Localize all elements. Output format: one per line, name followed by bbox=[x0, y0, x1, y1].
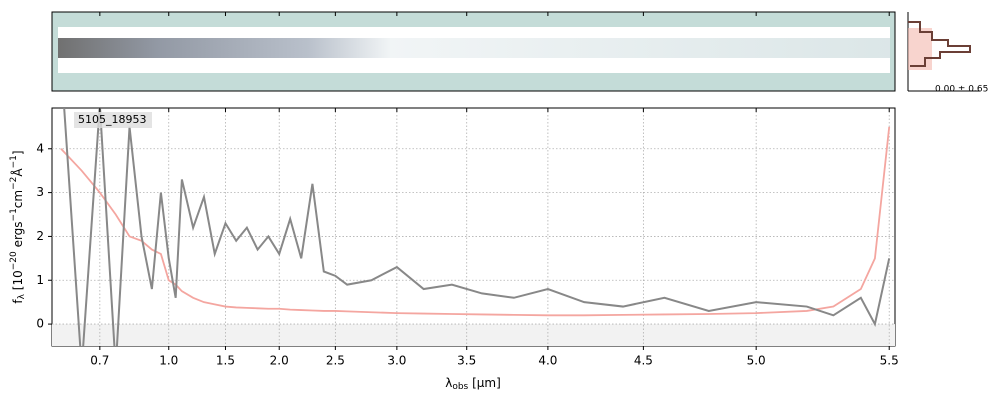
x-tick-label: 2.0 bbox=[270, 354, 289, 368]
plot-area bbox=[52, 108, 895, 346]
below-zero-band bbox=[52, 324, 895, 346]
x-tick-label: 3.5 bbox=[457, 354, 476, 368]
x-tick-label: 1.0 bbox=[159, 354, 178, 368]
spectrum-2d bbox=[51, 11, 896, 92]
trace bbox=[58, 38, 890, 58]
x-tick-label: 0.7 bbox=[90, 354, 109, 368]
label-bg bbox=[74, 112, 152, 128]
x-axis-label: λobs [μm] bbox=[445, 376, 501, 392]
x-tick-label: 4.5 bbox=[634, 354, 653, 368]
series-line bbox=[60, 126, 891, 317]
object-label: 5105_18953 bbox=[78, 113, 147, 126]
x-tick-label: 4.0 bbox=[538, 354, 557, 368]
y-tick-label: 1 bbox=[36, 273, 44, 287]
y-tick-label: 3 bbox=[36, 185, 44, 199]
x-tick-label: 5.5 bbox=[880, 354, 899, 368]
y-tick-label: 4 bbox=[36, 141, 44, 155]
histogram-panel: 0.00 ± 0.65 bbox=[907, 12, 988, 95]
x-tick-label: 1.5 bbox=[216, 354, 235, 368]
y-tick-label: 0 bbox=[36, 317, 44, 331]
hist-label: 0.00 ± 0.65 bbox=[935, 85, 988, 95]
y-axis-label: fλ [10−20 ergs−1cm−2Å−1] bbox=[9, 150, 27, 303]
x-tick-label: 2.5 bbox=[326, 354, 345, 368]
y-tick-label: 2 bbox=[36, 229, 44, 243]
series-line bbox=[63, 108, 891, 346]
x-tick-label: 3.0 bbox=[387, 354, 406, 368]
x-tick-label: 5.0 bbox=[747, 354, 766, 368]
